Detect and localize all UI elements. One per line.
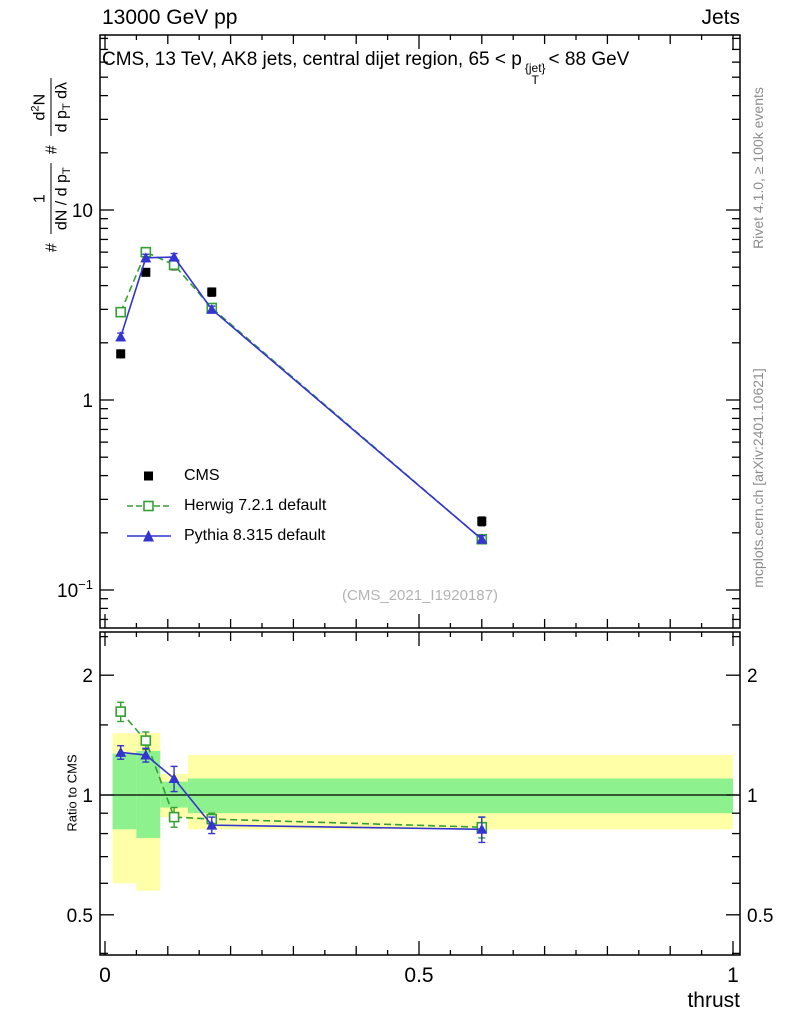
ratio-y-axis-label: Ratio to CMS: [64, 754, 80, 832]
svg-text:0.5: 0.5: [404, 964, 433, 987]
ylabel-fraction-1: 1 dN / d pT: [30, 163, 74, 235]
svg-text:1: 1: [747, 786, 758, 807]
frac2-num-sup: 2: [29, 105, 42, 112]
frac1-numerator: 1: [31, 194, 48, 204]
pt-subscript: T: [531, 73, 539, 87]
plot-title: CMS, 13 TeV, AK8 jets, central dijet reg…: [102, 49, 629, 86]
frac1-denominator: dN / d p: [53, 174, 71, 231]
svg-text:2: 2: [747, 666, 758, 687]
svg-text:1: 1: [82, 786, 93, 807]
pt-jet-superscript: {jet}: [524, 61, 546, 75]
svg-text:10: 10: [72, 201, 93, 222]
ylabel-hash-2: #: [43, 145, 60, 155]
frac1-den-sub: T: [60, 167, 73, 175]
pt-jet-notation: {jet} T: [525, 62, 546, 86]
legend-item-pythia: Pythia 8.315 default: [126, 521, 326, 551]
rivet-version-note: Rivet 4.1.0, ≥ 100k events: [750, 87, 766, 249]
legend-label-cms: CMS: [184, 467, 220, 484]
mcplots-reference-note: mcplots.cern.ch [arXiv:2401.10621]: [750, 368, 766, 588]
svg-text:0.5: 0.5: [747, 906, 773, 927]
pythia-marker-icon: [127, 530, 171, 542]
analysis-id-watermark: (CMS_2021_I1920187): [342, 587, 498, 604]
svg-text:2: 2: [82, 666, 93, 687]
cms-marker-icon: [144, 471, 153, 481]
header-beam-energy-label: 13000 GeV pp: [102, 6, 238, 29]
x-axis-title: thrust: [687, 989, 740, 1012]
legend-label-herwig: Herwig 7.2.1 default: [184, 497, 327, 514]
svg-text:0: 0: [99, 964, 111, 987]
frac2-num-pre: d: [31, 111, 49, 121]
herwig-marker-icon: [127, 500, 171, 512]
legend-item-herwig: Herwig 7.2.1 default: [126, 491, 326, 521]
svg-text:1: 1: [82, 391, 93, 412]
plot-title-suffix: < 88 GeV: [548, 49, 630, 70]
legend-label-pythia: Pythia 8.315 default: [184, 527, 326, 544]
main-y-axis-label: # 1 dN / d pT # d2N d pT dλ: [29, 77, 75, 253]
legend: CMS Herwig 7.2.1 default Pythia 8.315 de…: [126, 461, 326, 551]
frac2-den-sub: T: [61, 103, 74, 111]
frac2-den-post: dλ: [53, 81, 71, 104]
svg-text:10−1: 10−1: [57, 577, 93, 602]
header-process-label: Jets: [701, 6, 740, 29]
frac2-num-post: N: [31, 93, 49, 106]
legend-item-cms: CMS: [126, 461, 326, 491]
svg-text:1: 1: [727, 964, 739, 987]
plot-title-prefix: CMS, 13 TeV, AK8 jets, central dijet reg…: [102, 49, 522, 70]
svg-text:0.5: 0.5: [67, 906, 93, 927]
ylabel-fraction-2: d2N d pT dλ: [29, 77, 75, 137]
ylabel-hash-1: #: [43, 243, 60, 253]
frac2-den-pre: d p: [53, 110, 71, 133]
